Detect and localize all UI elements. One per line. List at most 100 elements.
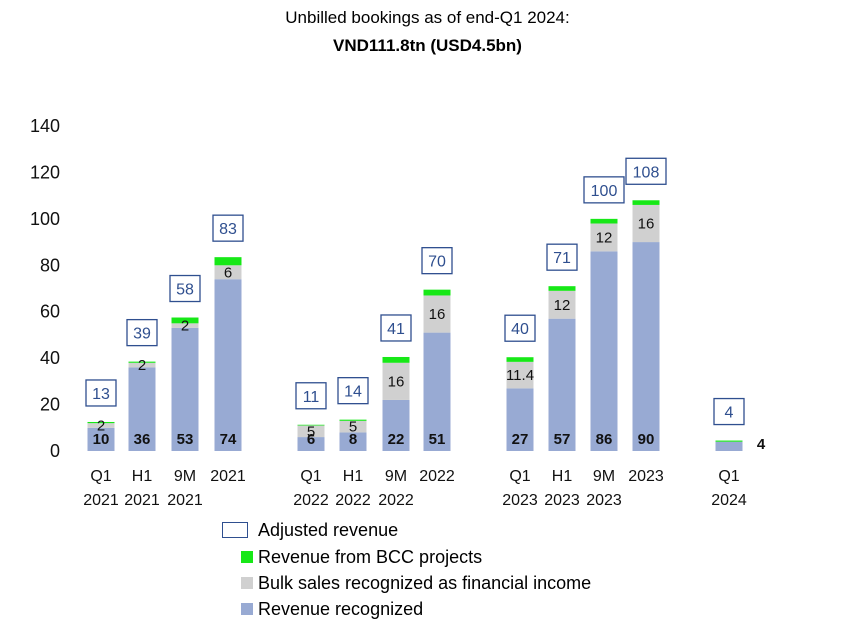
y-tick-label: 20 xyxy=(40,395,60,415)
adjusted-revenue-box xyxy=(546,243,578,271)
bar-revenue-recognized xyxy=(297,437,325,451)
bar-bcc xyxy=(548,286,576,291)
adjusted-revenue-box xyxy=(126,318,158,347)
data-label-bulk: 2 xyxy=(138,357,146,374)
x-tick-label: 2023 xyxy=(628,468,664,485)
adjusted-revenue-box xyxy=(295,382,327,410)
bar-bcc xyxy=(423,289,451,296)
x-tick-label: H1 xyxy=(552,468,573,485)
bar-revenue-recognized xyxy=(506,388,534,451)
data-label-revenue: 74 xyxy=(220,431,237,448)
data-label-adjusted-revenue: 41 xyxy=(387,321,405,338)
legend-swatch-bulk xyxy=(241,577,253,589)
y-tick-label: 140 xyxy=(30,116,60,136)
bar-revenue-recognized xyxy=(214,279,242,451)
adjusted-revenue-box xyxy=(380,314,412,342)
data-label-adjusted-revenue: 14 xyxy=(344,384,362,401)
chart-subtitle: VND111.8tn (USD4.5bn) xyxy=(333,36,522,55)
data-label-revenue: 6 xyxy=(307,431,315,448)
bar-revenue-recognized xyxy=(171,327,199,451)
adjusted-revenue-box xyxy=(421,247,453,275)
bar-revenue-recognized xyxy=(423,332,451,451)
bar-bulk-sales xyxy=(128,362,156,368)
bar-bulk-sales xyxy=(548,290,576,319)
x-tick-label: 2023 xyxy=(544,492,580,509)
adjusted-revenue-box xyxy=(85,379,117,407)
bar-revenue-recognized xyxy=(382,399,410,451)
data-label-bulk: 12 xyxy=(596,229,613,246)
data-label-adjusted-revenue: 108 xyxy=(633,164,660,181)
bar-revenue-recognized xyxy=(590,251,618,451)
bar-bcc xyxy=(339,419,367,421)
bar-bulk-sales xyxy=(297,425,325,438)
data-label-revenue: 8 xyxy=(349,431,357,448)
legend-label-adjusted-revenue: Adjusted revenue xyxy=(258,520,399,540)
adjusted-revenue-box xyxy=(212,214,244,242)
bar-revenue-recognized xyxy=(339,432,367,451)
data-label-adjusted-revenue: 70 xyxy=(428,254,446,271)
adjusted-revenue-box xyxy=(337,377,369,405)
bar-bulk-sales xyxy=(214,265,242,280)
bar-bcc xyxy=(715,440,743,442)
legend-swatch-bcc xyxy=(241,551,253,563)
x-tick-label: H1 xyxy=(343,468,364,485)
legend-swatch-adjusted-revenue xyxy=(222,522,248,538)
bar-bulk-sales xyxy=(590,223,618,252)
data-label-revenue: 57 xyxy=(554,431,571,448)
bar-bcc xyxy=(214,257,242,266)
x-tick-label: 2022 xyxy=(293,492,329,509)
x-tick-label: 2021 xyxy=(83,492,119,509)
y-tick-label: 60 xyxy=(40,302,60,322)
legend-label-bcc: Revenue from BCC projects xyxy=(258,547,483,567)
data-label-revenue: 86 xyxy=(596,431,613,448)
y-tick-label: 100 xyxy=(30,209,60,229)
adjusted-revenue-box xyxy=(625,157,667,185)
data-label-revenue: 51 xyxy=(429,431,446,448)
x-tick-label: Q1 xyxy=(718,468,739,485)
adjusted-revenue-box xyxy=(583,176,625,204)
bar-bulk-sales xyxy=(506,361,534,389)
x-tick-label: 2024 xyxy=(711,492,747,509)
x-tick-label: 2021 xyxy=(124,492,160,509)
data-label-adjusted-revenue: 71 xyxy=(553,250,571,267)
data-label-bulk: 16 xyxy=(429,306,446,323)
legend-label-revenue-recognized: Revenue recognized xyxy=(258,599,424,619)
y-tick-label: 80 xyxy=(40,255,60,275)
x-tick-label: Q1 xyxy=(300,468,321,485)
bar-revenue-recognized xyxy=(632,242,660,451)
data-label-adjusted-revenue: 4 xyxy=(725,405,734,422)
y-tick-label: 0 xyxy=(50,441,60,461)
adjusted-revenue-box xyxy=(504,314,536,342)
bar-bcc xyxy=(506,357,534,362)
chart-title: Unbilled bookings as of end-Q1 2024: xyxy=(285,8,570,27)
data-label-adjusted-revenue: 83 xyxy=(219,221,237,238)
data-label-adjusted-revenue: 40 xyxy=(511,321,529,338)
data-label-adjusted-revenue: 100 xyxy=(591,183,618,200)
data-label-bulk: 16 xyxy=(388,373,405,390)
x-tick-label: Q1 xyxy=(90,468,111,485)
x-tick-label: 2021 xyxy=(210,468,246,485)
data-label-revenue: 53 xyxy=(177,431,194,448)
data-label-adjusted-revenue: 13 xyxy=(92,386,110,403)
bar-bulk-sales xyxy=(87,423,115,428)
x-tick-label: 2022 xyxy=(378,492,414,509)
x-tick-label: 9M xyxy=(174,468,196,485)
data-label-bulk: 5 xyxy=(307,423,315,440)
data-label-adjusted-revenue: 58 xyxy=(176,282,194,299)
bar-bulk-sales xyxy=(171,323,199,328)
x-tick-label: 2023 xyxy=(502,492,538,509)
data-label-revenue: 36 xyxy=(134,431,151,448)
data-label-bulk: 12 xyxy=(554,297,571,314)
bar-bulk-sales xyxy=(382,362,410,400)
x-tick-label: 9M xyxy=(593,468,615,485)
bar-revenue-recognized xyxy=(87,427,115,451)
x-tick-label: 2023 xyxy=(586,492,622,509)
x-tick-label: H1 xyxy=(132,468,153,485)
bar-revenue-recognized xyxy=(715,441,743,451)
bar-bcc xyxy=(171,317,199,324)
data-label-revenue: 90 xyxy=(638,431,655,448)
y-tick-label: 120 xyxy=(30,162,60,182)
x-tick-label: Q1 xyxy=(509,468,530,485)
data-label-bulk: 11.4 xyxy=(506,367,534,384)
